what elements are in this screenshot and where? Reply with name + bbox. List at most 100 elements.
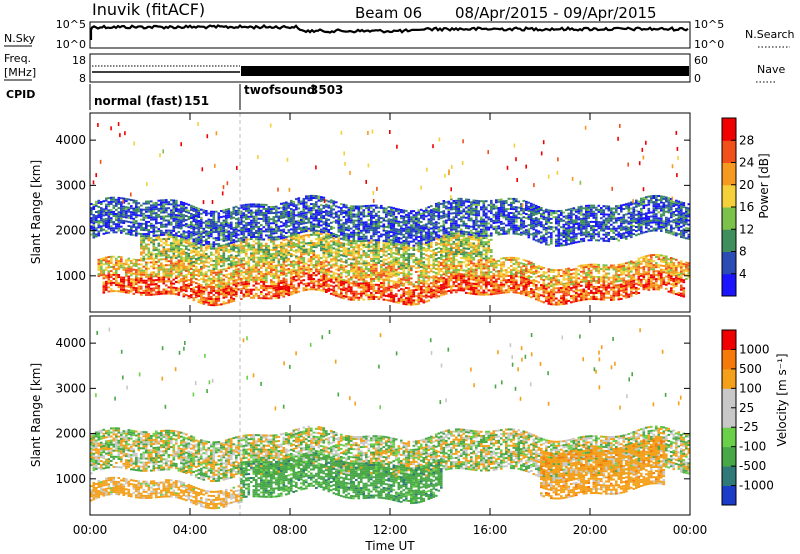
heatmap-cell [237, 284, 241, 287]
heatmap-cell [302, 289, 306, 292]
heatmap-cell [130, 229, 133, 232]
heatmap-cell [330, 274, 333, 277]
heatmap-cell [485, 273, 488, 276]
heatmap-cell [582, 268, 586, 271]
heatmap-cell [547, 286, 551, 289]
heatmap-cell [527, 262, 531, 265]
heatmap-cell [627, 285, 631, 288]
heatmap-cell [265, 289, 268, 292]
heatmap-cell [317, 280, 321, 283]
heatmap-cell [225, 292, 228, 294]
heatmap-cell [410, 297, 413, 300]
heatmap-cell [190, 262, 193, 264]
heatmap-cell [595, 269, 598, 272]
heatmap-cell [220, 261, 223, 264]
heatmap-cell [297, 234, 301, 237]
heatmap-cell [615, 294, 618, 297]
heatmap-cell [680, 286, 683, 289]
heatmap-cell [315, 246, 318, 249]
heatmap-cell [587, 273, 591, 276]
heatmap-cell [162, 274, 166, 277]
heatmap-cell [232, 249, 236, 252]
heatmap-cell [367, 263, 371, 266]
heatmap-cell [500, 287, 503, 290]
heatmap-cell [427, 267, 431, 270]
heatmap-cell [412, 285, 416, 288]
heatmap-cell [200, 273, 203, 276]
heatmap-cell [240, 291, 243, 294]
heatmap-cell [205, 273, 208, 276]
heatmap-cell [487, 247, 491, 250]
heatmap-cell [447, 253, 451, 256]
heatmap-cell [197, 284, 201, 287]
heatmap-cell [637, 257, 641, 260]
heatmap-cell [535, 286, 538, 289]
heatmap-cell [265, 297, 268, 300]
heatmap-cell [257, 268, 261, 271]
heatmap-cell [380, 286, 383, 289]
heatmap-cell [187, 236, 191, 239]
heatmap-cell [625, 294, 628, 297]
heatmap-cell [662, 258, 666, 261]
heatmap-cell [295, 237, 298, 239]
heatmap-cell [322, 261, 326, 264]
heatmap-cell [600, 298, 603, 301]
heatmap-cell [477, 265, 481, 268]
heatmap-cell [650, 266, 653, 269]
heatmap-cell [520, 278, 523, 281]
heatmap-cell [555, 275, 558, 278]
heatmap-cell [235, 289, 238, 292]
heatmap-cell [335, 256, 338, 259]
heatmap-cell [580, 281, 583, 283]
heatmap-cell [272, 293, 276, 296]
heatmap-cell [220, 287, 223, 290]
heatmap-cell [470, 236, 473, 239]
heatmap-cell [292, 288, 296, 291]
heatmap-cell [277, 284, 281, 287]
noise-panel: N.Sky 10^5 10^0 10^5 10^0 N.Search [4, 18, 795, 51]
heatmap-cell [207, 261, 211, 264]
heatmap-cell [217, 255, 221, 258]
heatmap-cell [162, 211, 166, 214]
heatmap-cell [507, 271, 511, 274]
heatmap-cell [552, 269, 556, 272]
heatmap-cell [257, 288, 261, 291]
heatmap-cell [165, 199, 168, 202]
heatmap-cell [252, 244, 256, 247]
heatmap-cell [550, 295, 553, 297]
heatmap-cell [120, 201, 123, 204]
heatmap-cell [612, 278, 616, 281]
heatmap-cell [382, 264, 386, 267]
heatmap-cell [107, 262, 111, 265]
heatmap-cell [117, 211, 121, 214]
heatmap-cell [200, 291, 203, 294]
heatmap-cell [260, 293, 263, 295]
heatmap-cell [390, 291, 393, 294]
heatmap-cell [425, 272, 428, 275]
heatmap-cell [147, 224, 151, 227]
heatmap-cell [572, 294, 576, 297]
heatmap-cell [135, 208, 138, 210]
heatmap-cell [260, 250, 263, 253]
heatmap-cell [480, 263, 483, 266]
heatmap-cell [272, 275, 276, 278]
heatmap-cell [180, 244, 183, 246]
heatmap-cell [292, 244, 296, 246]
heatmap-cell [107, 225, 111, 228]
heatmap-cell [345, 289, 348, 292]
heatmap-cell [635, 288, 638, 291]
heatmap-cell [132, 217, 136, 220]
heatmap-cell [142, 251, 146, 254]
heatmap-cell [457, 251, 461, 253]
heatmap-cell [195, 270, 198, 272]
heatmap-cell [530, 296, 533, 299]
heatmap-cell [435, 260, 438, 263]
heatmap-cell [347, 258, 351, 260]
heatmap-cell [265, 281, 268, 284]
heatmap-cell [390, 261, 393, 264]
heatmap-cell [365, 254, 368, 257]
heatmap-cell [270, 263, 273, 265]
heatmap-cell [532, 266, 536, 269]
heatmap-cell [407, 271, 411, 274]
heatmap-cell [290, 240, 293, 243]
